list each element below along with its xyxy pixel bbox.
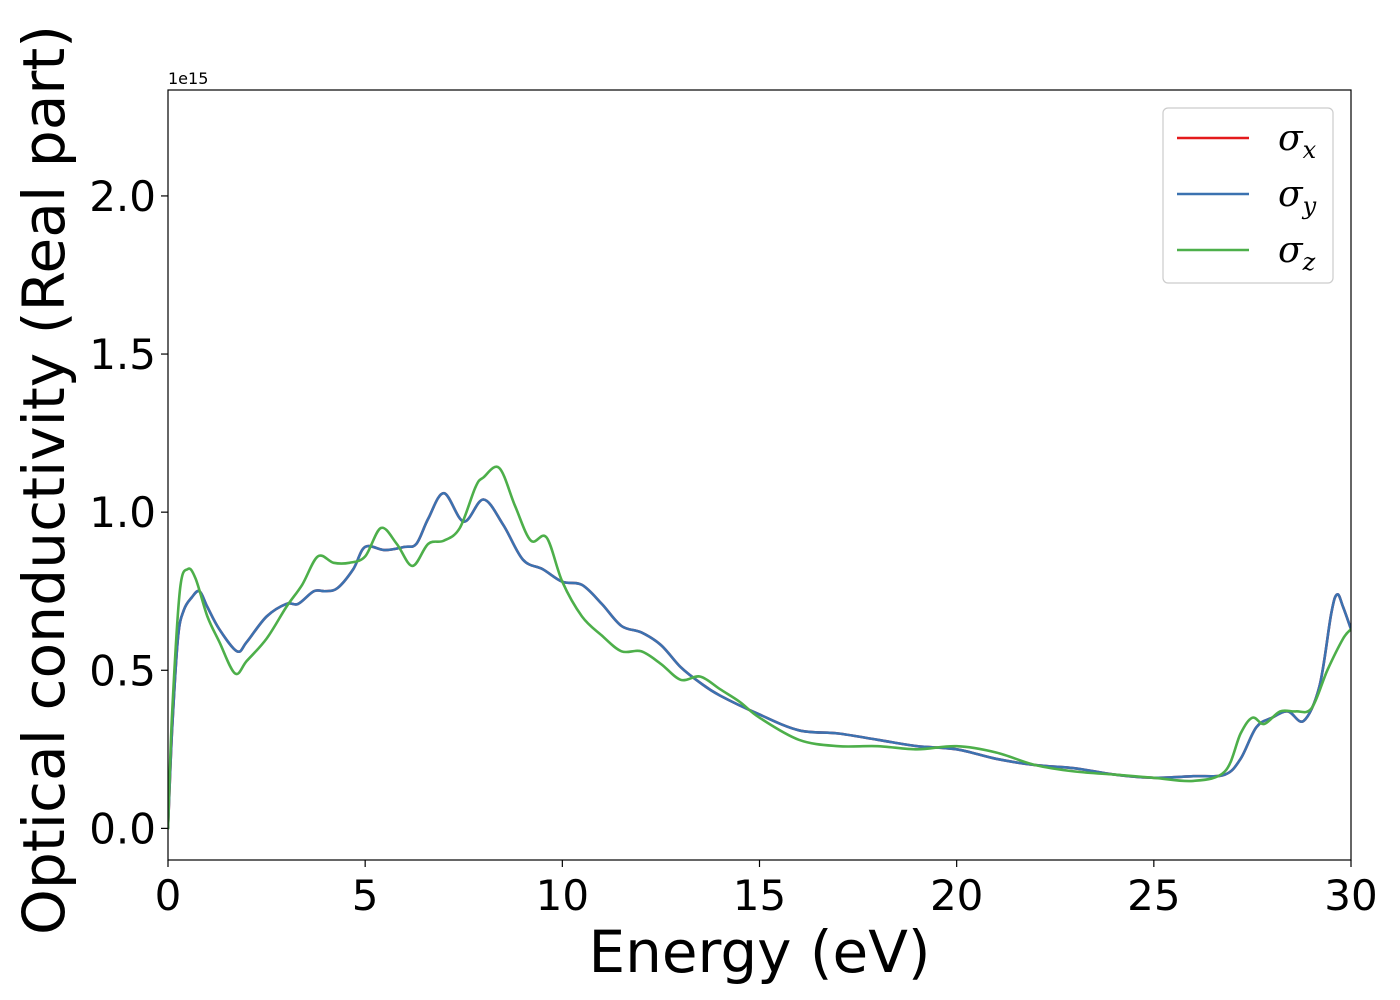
x-tick-label: 0 bbox=[155, 871, 182, 920]
y-offset-text: 1e15 bbox=[168, 69, 208, 88]
legend-box bbox=[1162, 107, 1334, 284]
legend: σx σy σz bbox=[1162, 107, 1334, 284]
x-tick-label: 5 bbox=[352, 871, 379, 920]
y-tick-label: 1.0 bbox=[89, 488, 156, 537]
y-axis-label: Optical conductivity (Real part) bbox=[10, 25, 78, 935]
x-tick-label: 30 bbox=[1324, 871, 1377, 920]
x-axis-label: Energy (eV) bbox=[588, 918, 930, 986]
x-tick-label: 25 bbox=[1127, 871, 1180, 920]
y-tick-label: 2.0 bbox=[89, 172, 156, 221]
legend-label-x: σx bbox=[1278, 118, 1317, 164]
legend-label-z: σz bbox=[1278, 230, 1316, 276]
series-layer bbox=[168, 465, 1351, 830]
series-line-z bbox=[168, 465, 1351, 830]
y-tick-label: 1.5 bbox=[89, 330, 156, 379]
x-tick-label: 15 bbox=[733, 871, 786, 920]
x-tick-label: 20 bbox=[930, 871, 983, 920]
legend-label-y: σy bbox=[1278, 174, 1317, 220]
y-tick-label: 0.0 bbox=[89, 804, 156, 853]
tick-layer: 0 5 10 15 20 25 30 0.0 0.5 1.0 1.5 2.0 bbox=[89, 172, 1378, 920]
x-tick-label: 10 bbox=[536, 871, 589, 920]
y-tick-label: 0.5 bbox=[89, 646, 156, 695]
series-line-y bbox=[168, 491, 1351, 830]
